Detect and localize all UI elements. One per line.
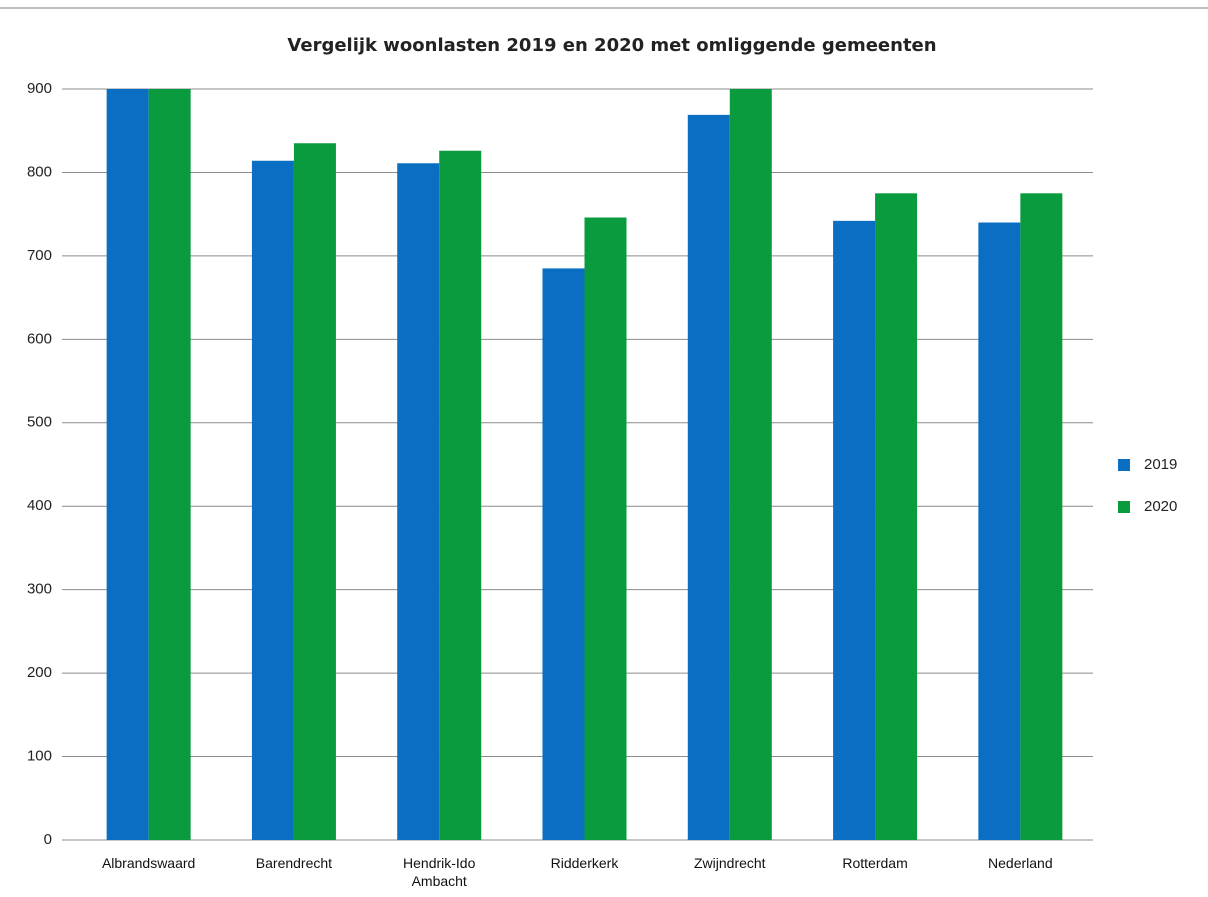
y-tick-label: 900 (27, 80, 52, 97)
bar (293, 143, 336, 840)
bar (833, 220, 876, 840)
x-tick-label: Nederland (988, 855, 1053, 871)
y-tick-label: 800 (27, 163, 52, 180)
bar (148, 89, 191, 840)
bar (251, 160, 294, 841)
x-tick-label: Albrandswaard (101, 855, 196, 871)
bar (584, 217, 627, 840)
bar (729, 89, 772, 840)
bar (875, 193, 918, 841)
y-tick-label: 700 (27, 247, 52, 264)
bar (397, 163, 440, 840)
legend-label: 2019 (1144, 456, 1177, 473)
x-tick-label: Rotterdam (842, 855, 908, 871)
y-tick-label: 200 (27, 664, 52, 681)
bar (106, 89, 149, 840)
y-tick-label: 500 (27, 414, 52, 431)
bar (1020, 193, 1063, 841)
y-tick-label: 100 (27, 748, 52, 765)
y-tick-label: 600 (27, 330, 52, 347)
bar (978, 222, 1021, 840)
x-tick-label: Hendrik-Ido Ambacht (403, 855, 476, 889)
x-tick-label: Zwijndrecht (693, 855, 766, 871)
legend-swatch (1118, 501, 1130, 513)
legend-label: 2020 (1144, 498, 1177, 515)
y-tick-label: 0 (44, 831, 52, 848)
y-tick-label: 400 (27, 497, 52, 514)
bar (439, 150, 482, 840)
bar (542, 268, 585, 841)
chart-title: Vergelijk woonlasten 2019 en 2020 met om… (287, 35, 936, 56)
y-tick-label: 300 (27, 581, 52, 598)
x-tick-label: Barendrecht (255, 855, 333, 871)
legend-swatch (1118, 459, 1130, 471)
x-tick-label: Ridderkerk (550, 855, 619, 871)
bar (687, 114, 730, 840)
